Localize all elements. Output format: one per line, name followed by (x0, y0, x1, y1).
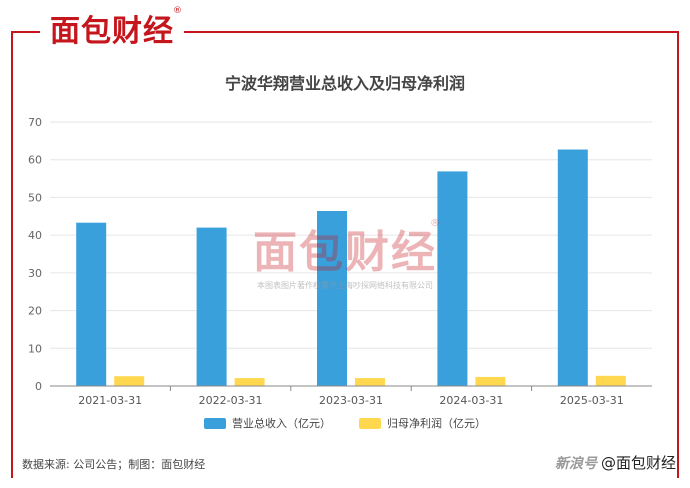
bar-revenue-2021-03-31[interactable] (76, 222, 107, 386)
legend-label-profit: 归母净利润（亿元） (387, 417, 486, 430)
platform-name: 新浪号 (554, 455, 597, 472)
legend-swatch-profit (359, 417, 381, 429)
bars (76, 149, 626, 386)
bar-profit-2024-03-31[interactable] (475, 376, 506, 386)
bar-revenue-2024-03-31[interactable] (437, 171, 468, 386)
bar-profit-2022-03-31[interactable] (234, 378, 265, 386)
y-tick-label: 40 (28, 229, 42, 242)
x-tick-label: 2023-03-31 (319, 394, 383, 407)
account-handle: @面包财经 (600, 454, 676, 472)
y-tick-label: 50 (28, 191, 42, 204)
bar-profit-2023-03-31[interactable] (355, 378, 385, 386)
gridlines (50, 121, 652, 349)
legend-swatch-revenue (204, 417, 226, 429)
logo-text: 面包财经 (50, 14, 174, 49)
chart-frame (11, 31, 679, 478)
x-tick-label: 2021-03-31 (78, 394, 142, 407)
bar-revenue-2022-03-31[interactable] (196, 227, 227, 386)
bar-profit-2021-03-31[interactable] (114, 376, 145, 386)
x-tick-label: 2022-03-31 (199, 394, 263, 407)
y-tick-label: 20 (28, 305, 42, 318)
data-source-note: 数据来源: 公司公告；制图：面包财经 (22, 458, 206, 471)
y-tick-label: 30 (28, 267, 42, 280)
bar-profit-2025-03-31[interactable] (595, 375, 626, 386)
chart-title: 宁波华翔营业总收入及归母净利润 (224, 74, 465, 93)
legend-label-revenue: 营业总收入（亿元） (232, 417, 331, 430)
y-tick-label: 70 (28, 116, 42, 129)
registered-mark: ® (173, 6, 182, 16)
y-axis-ticks: 0 10 20 30 40 50 60 70 (28, 116, 42, 393)
y-tick-label: 60 (28, 154, 42, 167)
bar-revenue-2025-03-31[interactable] (557, 149, 588, 386)
x-tick-label: 2025-03-31 (560, 394, 624, 407)
y-tick-label: 0 (35, 380, 42, 393)
brand-logo: 面包财经 ® (40, 6, 184, 50)
y-tick-label: 10 (28, 342, 42, 355)
legend-item-profit[interactable]: 归母净利润（亿元） (359, 415, 486, 431)
bar-revenue-2023-03-31[interactable] (317, 211, 347, 386)
x-axis-ticks: 2021-03-31 2022-03-31 2023-03-31 2024-03-31… (78, 386, 624, 407)
legend: 营业总收入（亿元） 归母净利润（亿元） (0, 415, 690, 431)
platform-credit: 新浪号 @面包财经 (555, 452, 676, 473)
legend-item-revenue[interactable]: 营业总收入（亿元） (204, 415, 331, 431)
x-tick-label: 2024-03-31 (439, 394, 503, 407)
